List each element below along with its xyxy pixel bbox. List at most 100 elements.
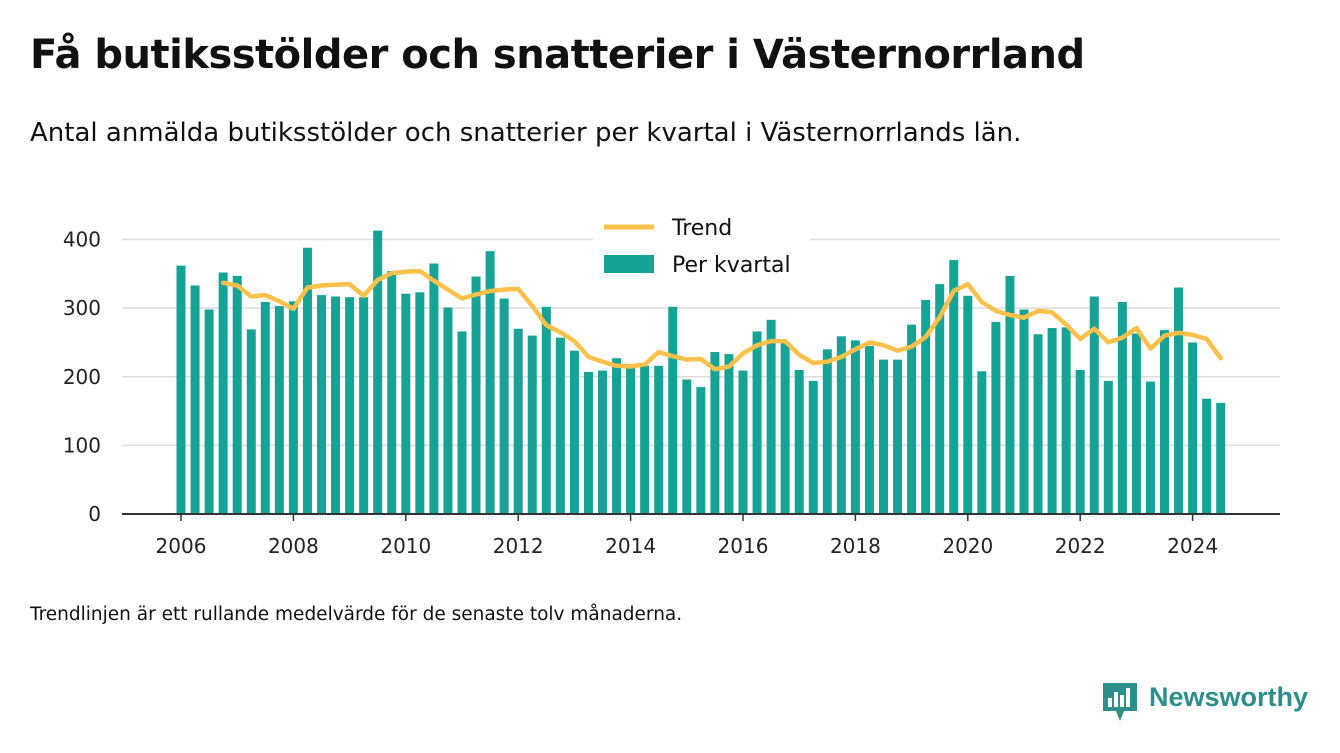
bar bbox=[1188, 342, 1198, 514]
y-tick-label: 400 bbox=[63, 228, 101, 252]
bar bbox=[1145, 381, 1155, 514]
bar-series bbox=[176, 230, 1226, 514]
bar bbox=[766, 319, 776, 514]
bar bbox=[696, 387, 706, 514]
bar bbox=[401, 293, 411, 514]
bar bbox=[1047, 328, 1057, 514]
bar bbox=[822, 349, 832, 514]
x-tick-label: 2008 bbox=[268, 534, 319, 558]
bar bbox=[218, 272, 228, 514]
bar bbox=[626, 367, 636, 514]
bar bbox=[794, 369, 804, 514]
bar bbox=[864, 345, 874, 514]
y-tick-label: 200 bbox=[63, 365, 101, 389]
bar bbox=[513, 328, 523, 514]
bar bbox=[780, 342, 790, 514]
bar bbox=[204, 309, 214, 514]
bar bbox=[935, 284, 945, 514]
bar bbox=[359, 297, 369, 514]
footnote: Trendlinjen är ett rullande medelvärde f… bbox=[30, 604, 683, 625]
legend: Trend Per kvartal bbox=[593, 207, 810, 285]
bar bbox=[879, 359, 888, 514]
bar bbox=[598, 370, 607, 514]
x-tick-label: 2012 bbox=[493, 534, 544, 558]
bar bbox=[963, 295, 973, 514]
bar bbox=[640, 365, 650, 514]
bar bbox=[1160, 330, 1169, 514]
bar bbox=[612, 358, 622, 514]
legend-label-trend: Trend bbox=[671, 216, 732, 241]
bar bbox=[893, 359, 903, 514]
bar bbox=[288, 301, 298, 514]
bar bbox=[752, 331, 762, 514]
bar bbox=[443, 307, 453, 514]
bar bbox=[1216, 402, 1226, 514]
bar bbox=[1202, 398, 1212, 514]
bar bbox=[429, 263, 439, 514]
bar bbox=[1033, 334, 1043, 514]
bar bbox=[527, 335, 537, 514]
chart-subtitle: Antal anmälda butiksstölder och snatteri… bbox=[30, 118, 1022, 148]
x-tick-label: 2018 bbox=[830, 534, 881, 558]
bar bbox=[1174, 287, 1184, 514]
bar bbox=[738, 370, 748, 514]
x-tick-label: 2010 bbox=[380, 534, 431, 558]
axes: 0 100 200 300 400 2006 2008 2010 2012 2014 2016 201… bbox=[63, 228, 1280, 558]
trend-series bbox=[220, 268, 1223, 372]
bar bbox=[682, 379, 692, 514]
bar-chart: 0 100 200 300 400 2006 2008 2010 2012 2014 2016 201… bbox=[63, 207, 1280, 558]
bar bbox=[724, 354, 734, 514]
bar bbox=[176, 265, 186, 514]
bar bbox=[710, 352, 720, 514]
bar bbox=[1075, 369, 1085, 514]
chart-title: Få butiksstölder och snatterier i Väster… bbox=[30, 32, 1085, 78]
bar bbox=[331, 296, 341, 514]
x-tick-label: 2024 bbox=[1167, 534, 1218, 558]
newsworthy-logo-icon bbox=[1103, 683, 1137, 721]
trend-line bbox=[220, 268, 1223, 372]
bar bbox=[977, 371, 987, 514]
bar bbox=[415, 292, 425, 514]
x-tick-label: 2016 bbox=[718, 534, 769, 558]
bar bbox=[808, 380, 818, 514]
x-tick-label: 2006 bbox=[156, 534, 207, 558]
bar bbox=[991, 321, 1001, 514]
bar bbox=[541, 306, 551, 514]
bar bbox=[907, 324, 917, 514]
bar bbox=[485, 251, 495, 514]
bar bbox=[555, 337, 565, 514]
bar bbox=[373, 230, 383, 514]
bar bbox=[1019, 309, 1029, 514]
bar bbox=[387, 271, 397, 514]
bar bbox=[836, 336, 846, 514]
bar bbox=[260, 301, 270, 514]
bar bbox=[317, 295, 326, 514]
bar bbox=[499, 298, 509, 514]
y-tick-label: 0 bbox=[88, 502, 101, 526]
legend-swatch-bar bbox=[604, 255, 654, 273]
bar bbox=[921, 299, 931, 514]
x-tick-label: 2020 bbox=[942, 534, 993, 558]
bar bbox=[668, 306, 678, 514]
y-tick-label: 300 bbox=[63, 296, 101, 320]
bar bbox=[274, 306, 284, 514]
bar bbox=[246, 329, 256, 514]
bar bbox=[1117, 301, 1127, 514]
bar bbox=[850, 340, 860, 514]
bar bbox=[949, 260, 959, 514]
x-tick-label: 2022 bbox=[1055, 534, 1106, 558]
bar bbox=[190, 285, 200, 514]
bar bbox=[302, 247, 312, 514]
bar bbox=[654, 365, 664, 514]
bar bbox=[569, 350, 579, 514]
bar bbox=[1089, 296, 1099, 514]
bar bbox=[345, 297, 355, 514]
bar bbox=[1005, 275, 1015, 514]
x-tick-label: 2014 bbox=[605, 534, 656, 558]
legend-label-bar: Per kvartal bbox=[672, 253, 791, 278]
bar bbox=[232, 275, 242, 514]
bar bbox=[1103, 380, 1113, 514]
bar bbox=[457, 331, 467, 514]
bar bbox=[471, 276, 481, 514]
y-tick-label: 100 bbox=[63, 433, 101, 457]
